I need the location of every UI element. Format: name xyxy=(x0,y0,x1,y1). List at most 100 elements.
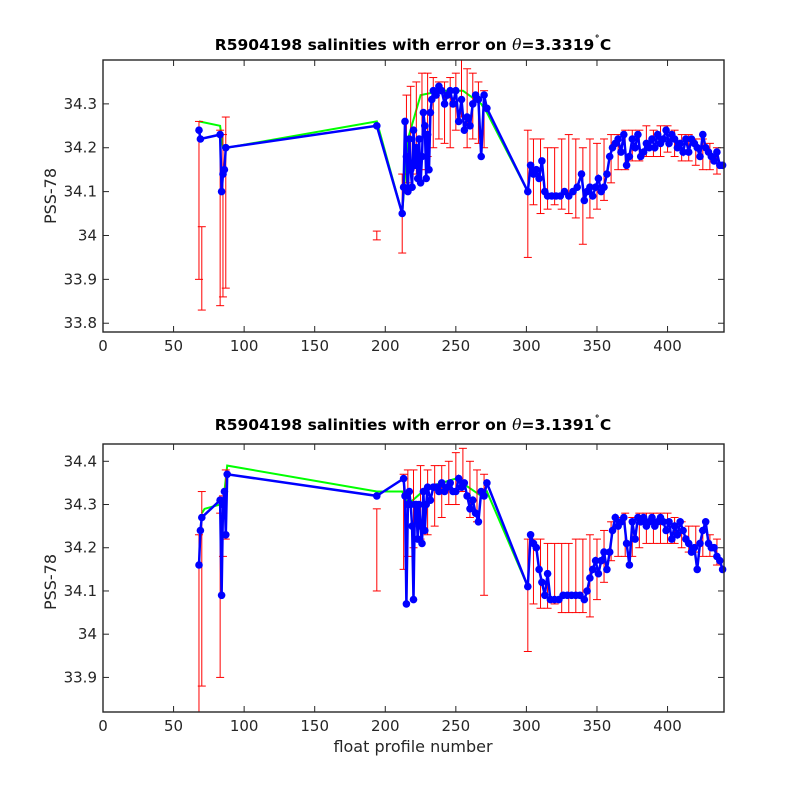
error-bar xyxy=(571,138,580,219)
salinity-point xyxy=(600,183,608,191)
plot-marks xyxy=(194,447,727,713)
salinity-point xyxy=(662,526,670,535)
salinity-point xyxy=(622,161,631,170)
salinity-point xyxy=(463,492,471,500)
salinity-point xyxy=(716,556,724,565)
salinity-point xyxy=(538,578,546,587)
chart-title: R5904198 salinities with error on θ=3.13… xyxy=(215,414,611,434)
salinity-point xyxy=(418,539,426,548)
salinity-point xyxy=(710,157,718,165)
salinity-point xyxy=(588,192,597,200)
salinity-point xyxy=(474,95,483,104)
x-tick-label: 50 xyxy=(164,337,183,355)
salinity-point xyxy=(679,526,687,535)
salinity-point xyxy=(418,152,426,161)
y-axis-ticks: 33.8 33.9 34 34.1 34.2 34.3 xyxy=(64,95,724,332)
salinity-point xyxy=(222,531,230,539)
salinity-point xyxy=(449,100,457,108)
salinity-point xyxy=(611,513,620,522)
x-tick-label: 150 xyxy=(300,337,329,355)
salinity-point xyxy=(469,100,477,108)
salinity-point xyxy=(603,565,611,574)
error-bar xyxy=(550,542,559,605)
salinity-point xyxy=(639,148,648,156)
salinity-point xyxy=(648,513,656,522)
salinity-point xyxy=(639,513,648,522)
y-tick-label: 34.2 xyxy=(64,539,97,557)
salinity-point xyxy=(699,526,707,535)
salinity-point xyxy=(469,496,477,505)
salinity-point xyxy=(217,187,226,196)
salinity-point xyxy=(412,143,421,152)
y-tick-label: 33.8 xyxy=(64,314,97,332)
x-tick-label: 0 xyxy=(98,717,108,735)
salinity-point xyxy=(679,148,687,156)
salinity-point xyxy=(620,513,628,522)
salinity-point xyxy=(586,183,594,191)
salinity-point xyxy=(676,518,684,526)
salinity-point xyxy=(426,496,435,505)
salinity-point xyxy=(648,135,656,143)
salinity-point xyxy=(617,148,625,156)
salinity-point xyxy=(198,513,206,522)
salinity-point xyxy=(653,130,662,139)
y-tick-label: 33.9 xyxy=(64,270,97,288)
salinity-point xyxy=(421,122,429,130)
salinity-point xyxy=(535,174,543,183)
salinity-point xyxy=(416,179,425,187)
salinity-point xyxy=(480,91,488,99)
salinity-point xyxy=(614,135,622,143)
salinity-point xyxy=(454,117,463,126)
salinity-point xyxy=(668,535,676,543)
x-tick-label: 400 xyxy=(653,337,682,355)
error-bar xyxy=(372,508,381,592)
salinity-point xyxy=(605,152,614,161)
salinity-point xyxy=(415,500,423,509)
salinity-point xyxy=(223,470,231,479)
salinity-point xyxy=(411,161,419,170)
salinity-point xyxy=(454,474,463,483)
salinity-point xyxy=(662,126,670,134)
salinity-point xyxy=(713,148,721,156)
salinity-point xyxy=(457,95,466,104)
y-tick-label: 34.2 xyxy=(64,139,97,157)
salinity-point xyxy=(195,561,203,569)
x-tick-label: 50 xyxy=(164,717,183,735)
salinity-point xyxy=(477,152,486,161)
salinity-point xyxy=(535,565,543,574)
y-axis-label: PSS-78 xyxy=(41,168,60,224)
salinity-point xyxy=(409,126,418,134)
salinity-point xyxy=(645,143,653,152)
salinity-point xyxy=(580,196,589,205)
salinity-point xyxy=(573,183,581,191)
bottom-chart-panel: R5904198 salinities with error on θ=3.13… xyxy=(41,414,727,756)
salinity-point xyxy=(195,126,203,134)
x-tick-label: 200 xyxy=(371,717,400,735)
y-tick-label: 34 xyxy=(78,625,97,643)
salinity-point xyxy=(594,569,603,578)
salinity-point xyxy=(526,161,535,170)
salinity-point xyxy=(460,479,469,487)
error-bar xyxy=(463,68,472,149)
salinity-point xyxy=(220,165,229,174)
salinity-point xyxy=(718,161,727,170)
x-tick-label: 250 xyxy=(442,717,471,735)
x-tick-label: 250 xyxy=(442,337,471,355)
salinity-point xyxy=(399,474,408,483)
salinity-point xyxy=(591,183,600,191)
salinity-point xyxy=(690,543,699,552)
salinity-point xyxy=(594,174,603,183)
salinity-point xyxy=(196,135,205,143)
salinity-point xyxy=(693,565,701,574)
salinity-point xyxy=(684,148,693,156)
plot-frame xyxy=(102,443,725,713)
error-bar xyxy=(372,230,381,241)
salinity-point xyxy=(583,587,591,595)
x-tick-label: 350 xyxy=(583,717,612,735)
salinity-point xyxy=(588,565,597,574)
salinity-point xyxy=(402,152,411,161)
salinity-point xyxy=(693,143,701,152)
x-tick-label: 100 xyxy=(230,337,259,355)
float-salinity-points xyxy=(195,82,727,218)
salinity-point xyxy=(665,518,673,526)
